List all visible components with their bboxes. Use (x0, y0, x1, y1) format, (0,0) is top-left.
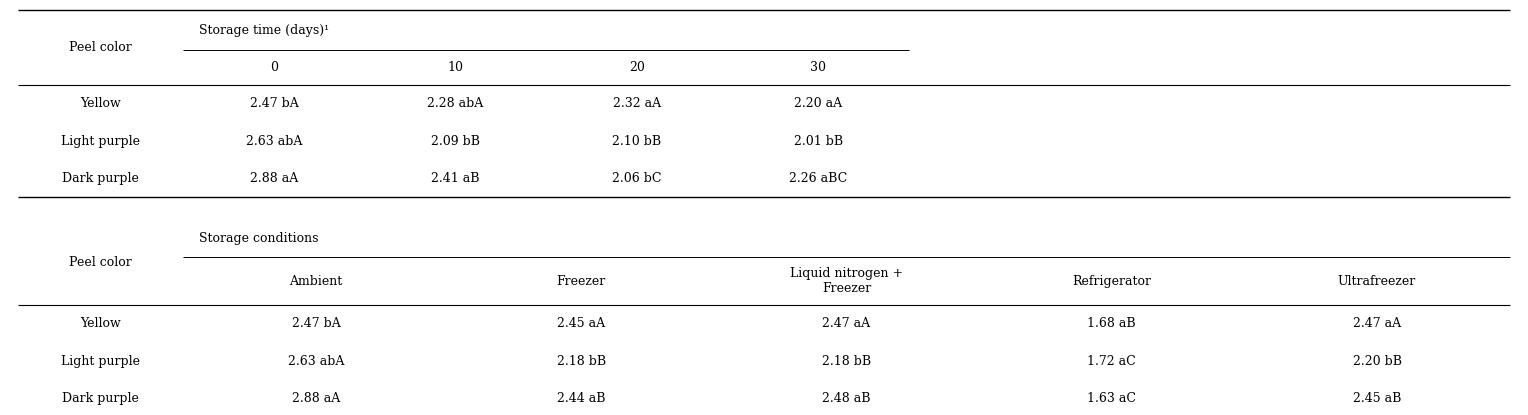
Text: 2.45 aA: 2.45 aA (558, 317, 605, 330)
Text: 2.47 aA: 2.47 aA (822, 317, 871, 330)
Text: 0: 0 (270, 61, 278, 74)
Text: 2.44 aB: 2.44 aB (558, 392, 605, 405)
Text: 1.72 aC: 1.72 aC (1088, 354, 1137, 368)
Text: 2.20 aA: 2.20 aA (795, 97, 842, 110)
Text: 2.26 aBC: 2.26 aBC (790, 172, 848, 185)
Text: 1.68 aB: 1.68 aB (1088, 317, 1137, 330)
Text: Light purple: Light purple (61, 354, 141, 368)
Text: 2.01 bB: 2.01 bB (795, 134, 843, 148)
Text: Storage time (days)¹: Storage time (days)¹ (199, 24, 329, 37)
Text: Light purple: Light purple (61, 134, 141, 148)
Text: Ultrafreezer: Ultrafreezer (1339, 275, 1416, 288)
Text: Dark purple: Dark purple (63, 392, 139, 405)
Text: Yellow: Yellow (81, 317, 121, 330)
Text: 10: 10 (448, 61, 463, 74)
Text: 2.63 abA: 2.63 abA (287, 354, 344, 368)
Text: 1.63 aC: 1.63 aC (1088, 392, 1137, 405)
Text: Refrigerator: Refrigerator (1073, 275, 1151, 288)
Text: 2.47 aA: 2.47 aA (1352, 317, 1401, 330)
Text: 2.45 aB: 2.45 aB (1352, 392, 1401, 405)
Text: 2.09 bB: 2.09 bB (431, 134, 480, 148)
Text: 2.47 bA: 2.47 bA (249, 97, 298, 110)
Text: Dark purple: Dark purple (63, 172, 139, 185)
Text: 30: 30 (810, 61, 827, 74)
Text: Peel color: Peel color (69, 41, 133, 54)
Text: Yellow: Yellow (81, 97, 121, 110)
Text: Liquid nitrogen +
Freezer: Liquid nitrogen + Freezer (790, 267, 903, 295)
Text: 2.88 aA: 2.88 aA (251, 172, 298, 185)
Text: Storage conditions: Storage conditions (199, 232, 318, 245)
Text: 20: 20 (630, 61, 645, 74)
Text: 2.20 bB: 2.20 bB (1352, 354, 1401, 368)
Text: 2.63 abA: 2.63 abA (246, 134, 303, 148)
Text: 2.32 aA: 2.32 aA (613, 97, 662, 110)
Text: 2.28 abA: 2.28 abA (428, 97, 484, 110)
Text: 2.88 aA: 2.88 aA (292, 392, 341, 405)
Text: 2.47 bA: 2.47 bA (292, 317, 341, 330)
Text: 2.06 bC: 2.06 bC (613, 172, 662, 185)
Text: 2.10 bB: 2.10 bB (613, 134, 662, 148)
Text: 2.48 aB: 2.48 aB (822, 392, 871, 405)
Text: 2.18 bB: 2.18 bB (556, 354, 605, 368)
Text: Freezer: Freezer (556, 275, 607, 288)
Text: 2.41 aB: 2.41 aB (431, 172, 480, 185)
Text: 2.18 bB: 2.18 bB (822, 354, 871, 368)
Text: Ambient: Ambient (289, 275, 342, 288)
Text: Peel color: Peel color (69, 256, 133, 269)
